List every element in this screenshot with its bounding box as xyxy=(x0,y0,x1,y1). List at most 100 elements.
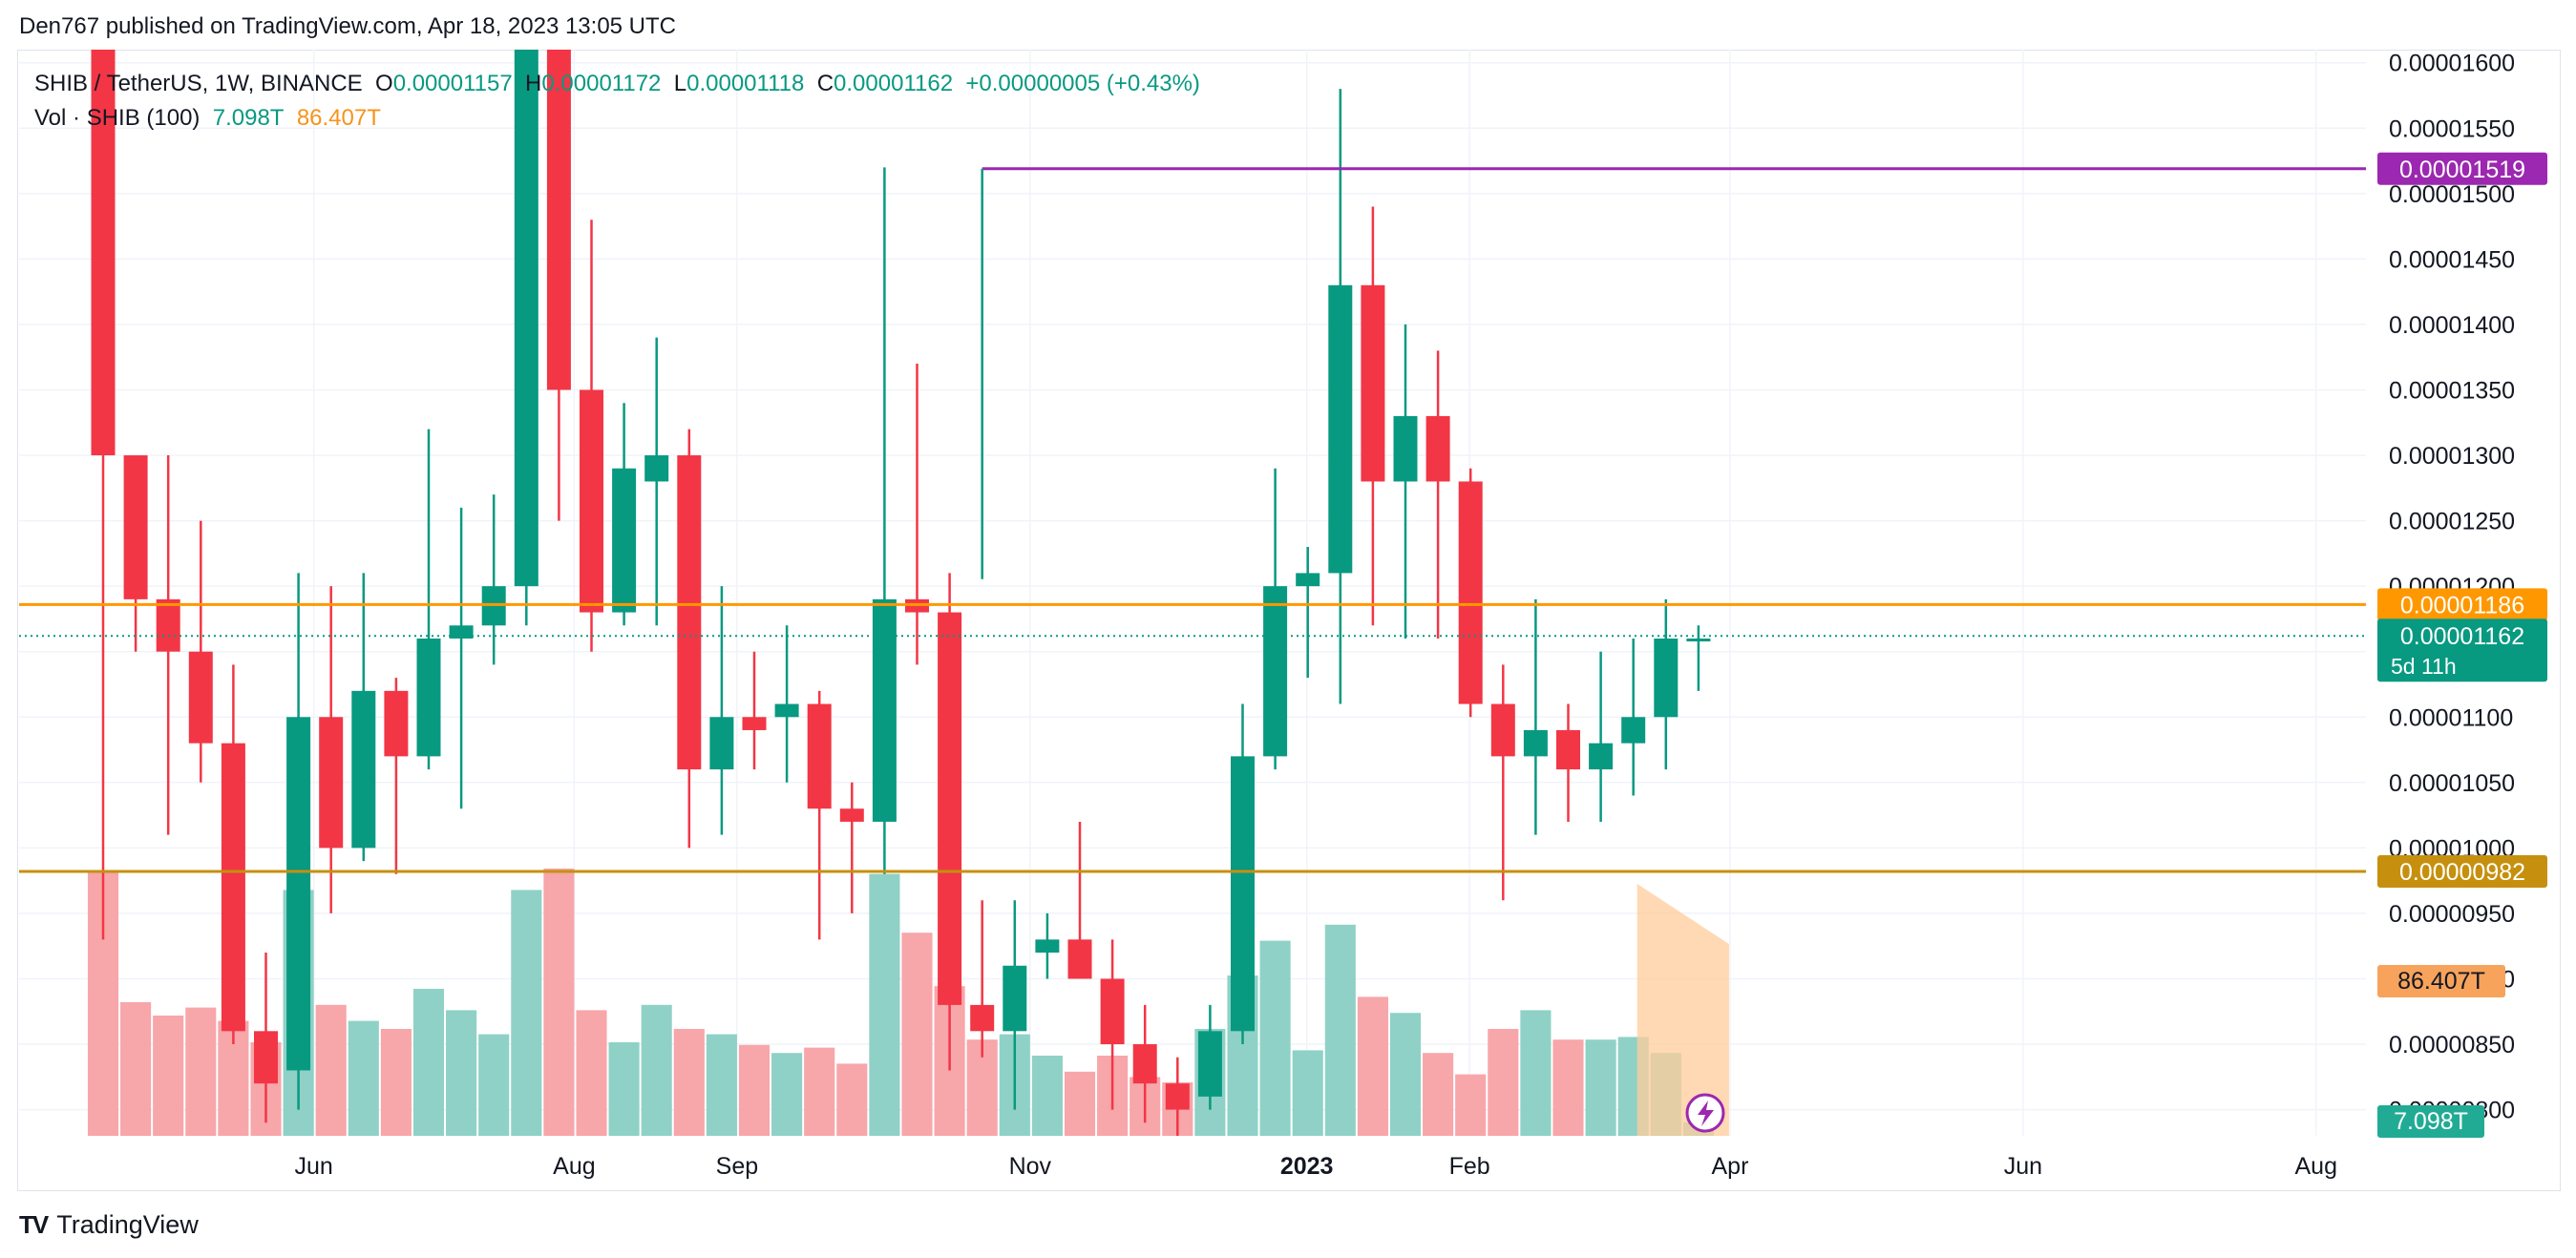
candle-body xyxy=(644,455,669,482)
volume-bar xyxy=(1423,1053,1454,1136)
candle-body xyxy=(1231,756,1255,1032)
volume-bar xyxy=(673,1029,705,1136)
chart-frame xyxy=(17,50,2561,1191)
lightning-icon-glyph xyxy=(1698,1101,1714,1126)
volume-legend-row: Vol · SHIB (100) 7.098T 86.407T xyxy=(34,101,1200,136)
candle-body xyxy=(1393,415,1418,482)
volume-bar xyxy=(1389,1013,1422,1136)
last-price-label: 0.00001162 xyxy=(2400,623,2524,650)
level-price-label: 0.00000982 xyxy=(2399,859,2525,886)
candle-body xyxy=(1654,638,1679,718)
volume-bar xyxy=(738,1044,771,1136)
tradingview-logo-icon: TV xyxy=(19,1210,49,1239)
candle-body xyxy=(156,598,180,652)
candle-body xyxy=(319,717,344,849)
close-label: C xyxy=(816,71,834,96)
price-tick-label: 0.00001400 xyxy=(2389,312,2515,339)
candle-body xyxy=(580,389,603,613)
volume-label[interactable]: Vol · SHIB (100) xyxy=(34,105,201,131)
candle-body xyxy=(1686,638,1711,641)
price-tick-label: 0.00001050 xyxy=(2389,770,2515,797)
candle-body xyxy=(1458,481,1483,704)
high-label: H xyxy=(525,71,542,96)
volume-bar xyxy=(1031,1056,1063,1136)
volume-ma-shade xyxy=(1636,884,1729,1136)
high-value: 0.00001172 xyxy=(541,71,662,96)
time-tick-label: Apr xyxy=(1711,1153,1748,1180)
volume-ma-value: 86.407T xyxy=(296,105,381,131)
candle-body xyxy=(286,717,311,1071)
volume-bar xyxy=(446,1010,477,1136)
volume-bar xyxy=(412,989,445,1136)
level-price-badge xyxy=(2377,588,2547,621)
candle-body xyxy=(807,703,832,809)
candle-body xyxy=(612,468,637,613)
price-tick-label: 0.00001600 xyxy=(2389,51,2515,77)
candle-body xyxy=(514,50,538,587)
candle-body xyxy=(1589,743,1614,770)
tradingview-logo[interactable]: TV TradingView xyxy=(19,1210,199,1240)
ohlc-legend-row: SHIB / TetherUS, 1W, BINANCE O0.00001157… xyxy=(34,67,1200,101)
volume-bar xyxy=(1455,1074,1487,1136)
volume-bar xyxy=(1520,1010,1552,1136)
volume-bar xyxy=(1292,1050,1323,1136)
volume-bar xyxy=(1357,996,1388,1136)
volume-badge xyxy=(2377,1105,2484,1138)
low-label: L xyxy=(673,71,687,96)
candle-body xyxy=(188,651,213,744)
candle-body xyxy=(1425,415,1450,482)
volume-ma-badge xyxy=(2377,965,2505,997)
candle-body xyxy=(970,1004,995,1032)
volume-bar xyxy=(185,1007,217,1136)
price-tick-label: 0.00001350 xyxy=(2389,377,2515,404)
volume-bar xyxy=(1064,1071,1096,1136)
candle-body xyxy=(1490,703,1515,757)
volume-bar xyxy=(869,873,900,1136)
price-tick-label: 0.00001300 xyxy=(2389,443,2515,470)
volume-bar xyxy=(901,933,933,1136)
candle-body xyxy=(774,703,799,718)
volume-bar xyxy=(804,1047,835,1136)
candle-body xyxy=(1035,939,1060,954)
symbol-label[interactable]: SHIB / TetherUS, 1W, BINANCE xyxy=(34,71,363,96)
volume-bar xyxy=(511,890,542,1136)
series-layer xyxy=(87,50,1729,1136)
time-tick-label: Aug xyxy=(2295,1153,2337,1180)
volume-bar xyxy=(1585,1039,1616,1136)
time-tick-label: Sep xyxy=(716,1153,758,1180)
volume-bar xyxy=(120,1002,152,1136)
volume-bar xyxy=(478,1034,510,1136)
candle-body xyxy=(351,690,376,849)
candle-body xyxy=(1100,978,1125,1045)
price-tick-label: 0.00001100 xyxy=(2389,704,2513,731)
candle-body xyxy=(1263,586,1288,757)
volume-bar xyxy=(543,869,575,1136)
candle-body xyxy=(221,743,245,1032)
candle-body xyxy=(416,638,441,757)
volume-bar xyxy=(348,1020,379,1136)
volume-bar xyxy=(315,1004,347,1136)
volume-bar xyxy=(1488,1029,1519,1136)
open-value: 0.00001157 xyxy=(392,71,513,96)
candle-body xyxy=(91,50,116,456)
open-label: O xyxy=(375,71,393,96)
time-tick-label: Jun xyxy=(2004,1153,2042,1180)
volume-value: 7.098T xyxy=(212,105,285,131)
chart-legend: SHIB / TetherUS, 1W, BINANCE O0.00001157… xyxy=(34,67,1200,136)
last-price-badge xyxy=(2377,619,2547,682)
volume-bar xyxy=(706,1034,737,1136)
candle-body xyxy=(1556,729,1580,770)
volume-bar xyxy=(153,1016,184,1136)
volume-bar xyxy=(608,1042,640,1136)
candle-body xyxy=(123,455,148,599)
candle-body xyxy=(872,598,897,822)
candle-body xyxy=(546,50,571,390)
volume-bar xyxy=(380,1029,412,1136)
candle-body xyxy=(1197,1031,1222,1097)
volume-bar xyxy=(1552,1039,1584,1136)
candle-body xyxy=(1296,573,1320,587)
time-tick-label: Feb xyxy=(1449,1153,1490,1180)
level-price-badge xyxy=(2377,855,2547,889)
price-tick-label: 0.00000850 xyxy=(2389,1032,2515,1059)
